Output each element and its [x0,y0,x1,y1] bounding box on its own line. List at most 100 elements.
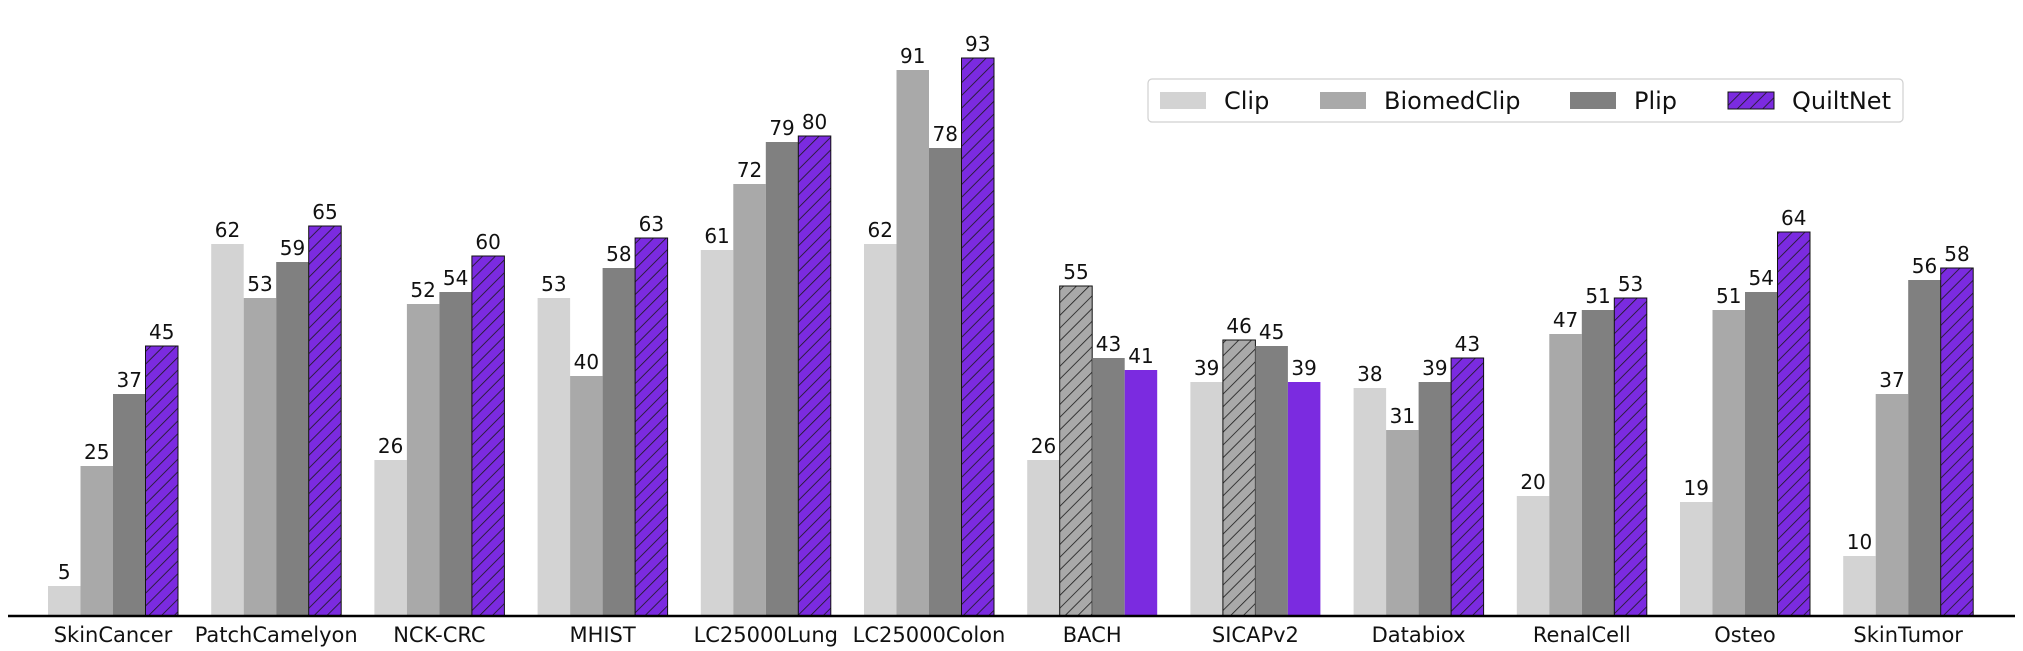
clip-bar-patchcamelyon [211,244,244,616]
value-label-biomedclip-nck-crc: 52 [410,278,435,302]
value-label-clip-patchcamelyon: 62 [215,218,240,242]
quiltnet-bar-databiox-hatch [1450,357,1485,617]
value-label-biomedclip-mhist: 40 [574,350,599,374]
value-label-biomedclip-lc25000colon: 91 [900,44,925,68]
biomedclip-bar-bach-hatch [1059,285,1093,617]
value-label-quiltnet-skincancer: 45 [149,320,174,344]
x-tick-skintumor: SkinTumor [1853,623,1963,647]
value-label-plip-databiox: 39 [1422,356,1447,380]
value-label-biomedclip-sicapv2: 46 [1226,314,1251,338]
value-label-plip-sicapv2: 45 [1259,320,1284,344]
value-label-plip-nck-crc: 54 [443,266,468,290]
value-label-plip-mhist: 58 [606,242,631,266]
clip-bar-sicapv2 [1190,382,1223,616]
plip-bar-renalcell [1581,310,1615,616]
value-label-biomedclip-skintumor: 37 [1879,368,1904,392]
quiltnet-bar-skincancer-hatch [145,345,179,617]
x-tick-databiox: Databiox [1372,623,1466,647]
value-label-biomedclip-renalcell: 47 [1553,308,1578,332]
quiltnet-bar-osteo-hatch [1777,231,1811,617]
plip-bar-nck-crc [439,292,472,616]
value-label-biomedclip-skincancer: 25 [84,440,109,464]
clip-bar-bach [1027,460,1060,616]
clip-bar-skincancer [48,586,81,616]
value-label-quiltnet-osteo: 64 [1781,206,1806,230]
clip-bar-nck-crc [374,460,407,616]
biomedclip-bar-databiox [1386,430,1419,616]
biomedclip-bar-lc25000lung [733,184,766,616]
clip-bar-lc25000lung [700,250,734,616]
x-tick-renalcell: RenalCell [1533,623,1631,647]
plip-bar-bach [1092,358,1125,616]
value-label-plip-lc25000colon: 78 [933,122,958,146]
plip-bar-lc25000lung [765,142,799,616]
value-label-quiltnet-patchcamelyon: 65 [312,200,337,224]
plip-bar-mhist [602,268,636,616]
value-label-quiltnet-mhist: 63 [639,212,664,236]
value-label-plip-skintumor: 56 [1912,254,1937,278]
legend-frame [1147,78,1904,123]
value-label-clip-mhist: 53 [541,272,566,296]
value-label-plip-renalcell: 51 [1585,284,1610,308]
value-label-biomedclip-osteo: 51 [1716,284,1741,308]
x-tick-patchcamelyon: PatchCamelyon [195,623,358,647]
x-tick-labels: SkinCancer PatchCamelyon NCK-CRC MHIST LC250… [54,623,1964,647]
value-label-quiltnet-lc25000colon: 93 [965,32,990,56]
value-label-clip-lc25000colon: 62 [868,218,893,242]
clip-bar-databiox [1353,388,1387,616]
plip-bar-sicapv2 [1255,346,1288,616]
quiltnet-bar-lc25000lung-hatch [797,135,832,617]
biomedclip-bar-mhist [570,376,603,616]
biomedclip-bar-lc25000colon [896,70,929,616]
biomedclip-bar-osteo [1712,310,1745,616]
clip-bar-osteo [1680,502,1713,616]
x-tick-osteo: Osteo [1714,623,1775,647]
plip-bar-patchcamelyon [276,262,309,616]
x-tick-sicapv2: SICAPv2 [1212,623,1299,647]
value-label-quiltnet-skintumor: 58 [1944,242,1969,266]
legend-swatch-hatch-quiltnet [1727,91,1775,110]
value-label-clip-skincancer: 5 [58,560,71,584]
x-tick-skincancer: SkinCancer [54,623,173,647]
biomedclip-bar-skintumor [1875,394,1909,616]
clip-bar-mhist [537,298,571,616]
value-label-quiltnet-sicapv2: 39 [1291,356,1316,380]
legend-label-plip: Plip [1634,87,1677,115]
value-label-quiltnet-nck-crc: 60 [475,230,500,254]
value-label-clip-skintumor: 10 [1847,530,1872,554]
quiltnet-bar-mhist-hatch [634,237,669,617]
legend-swatch-biomedclip [1320,92,1366,109]
value-label-plip-patchcamelyon: 59 [280,236,305,260]
value-label-biomedclip-lc25000lung: 72 [737,158,762,182]
quiltnet-bar-bach [1124,370,1158,616]
value-label-quiltnet-lc25000lung: 80 [802,110,827,134]
value-label-clip-nck-crc: 26 [378,434,403,458]
value-label-clip-databiox: 38 [1357,362,1382,386]
x-tick-lc25000lung: LC25000Lung [694,623,838,647]
value-label-clip-lc25000lung: 61 [704,224,729,248]
quiltnet-bar-skintumor-hatch [1940,267,1974,617]
value-label-biomedclip-databiox: 31 [1390,404,1415,428]
biomedclip-bar-renalcell [1549,334,1582,616]
value-label-quiltnet-bach: 41 [1128,344,1153,368]
legend-label-biomedclip: BiomedClip [1384,87,1521,115]
x-tick-lc25000colon: LC25000Colon [853,623,1006,647]
value-labels-layer: 5 25 37 45 62 53 59 65 26 52 54 60 53 40 58 63 61 72 79 80 6… [58,32,1970,584]
quiltnet-bar-sicapv2 [1287,382,1321,616]
legend-swatch-clip [1160,92,1206,109]
quiltnet-bar-renalcell-hatch [1613,297,1648,617]
biomedclip-bar-patchcamelyon [243,298,277,616]
biomedclip-bar-sicapv2-hatch [1222,339,1256,617]
quiltnet-bar-lc25000colon-hatch [961,57,995,617]
value-label-plip-osteo: 54 [1749,266,1774,290]
value-label-clip-renalcell: 20 [1520,470,1545,494]
value-label-clip-sicapv2: 39 [1194,356,1219,380]
value-label-plip-skincancer: 37 [117,368,142,392]
value-label-biomedclip-patchcamelyon: 53 [247,272,272,296]
biomedclip-bar-skincancer [80,466,113,616]
legend: Clip BiomedClip Plip QuiltNet [1147,78,1904,123]
plip-bar-skincancer [113,394,146,616]
plip-bar-osteo [1745,292,1778,616]
x-tick-nck-crc: NCK-CRC [393,623,485,647]
value-label-clip-bach: 26 [1031,434,1056,458]
